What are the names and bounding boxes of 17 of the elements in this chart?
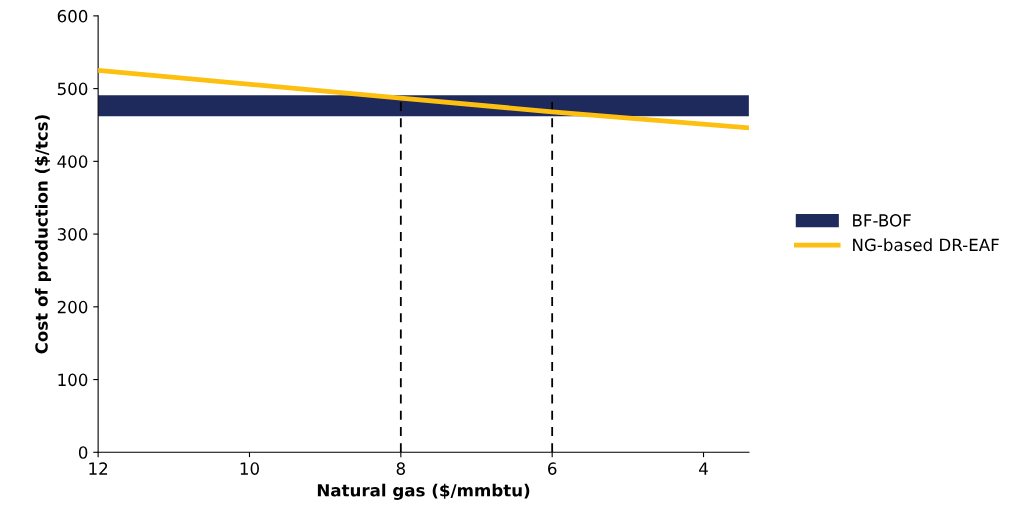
y-tick-label: 600 <box>57 9 88 23</box>
y-tick-label: 200 <box>57 300 88 314</box>
legend-label: NG-based DR-EAF <box>853 238 999 252</box>
x-axis-title: Natural gas ($/mmbtu) <box>317 483 530 500</box>
y-tick-label: 300 <box>57 228 88 241</box>
x-tick-label: 12 <box>89 462 108 475</box>
x-tick-label: 8 <box>396 462 405 475</box>
x-tick-label: 4 <box>699 462 708 475</box>
x-tick-label: 10 <box>240 462 259 475</box>
line-series <box>98 67 749 131</box>
y-axis-title: Cost of production ($/tcs) <box>34 115 52 354</box>
legend-label: BF-BOF <box>853 214 911 227</box>
x-tick-label: 6 <box>548 462 557 475</box>
y-tick-label: 400 <box>57 155 88 168</box>
y-tick-label: 0 <box>78 446 88 459</box>
y-tick-label: 100 <box>58 373 88 387</box>
y-tick-label: 500 <box>57 82 88 96</box>
